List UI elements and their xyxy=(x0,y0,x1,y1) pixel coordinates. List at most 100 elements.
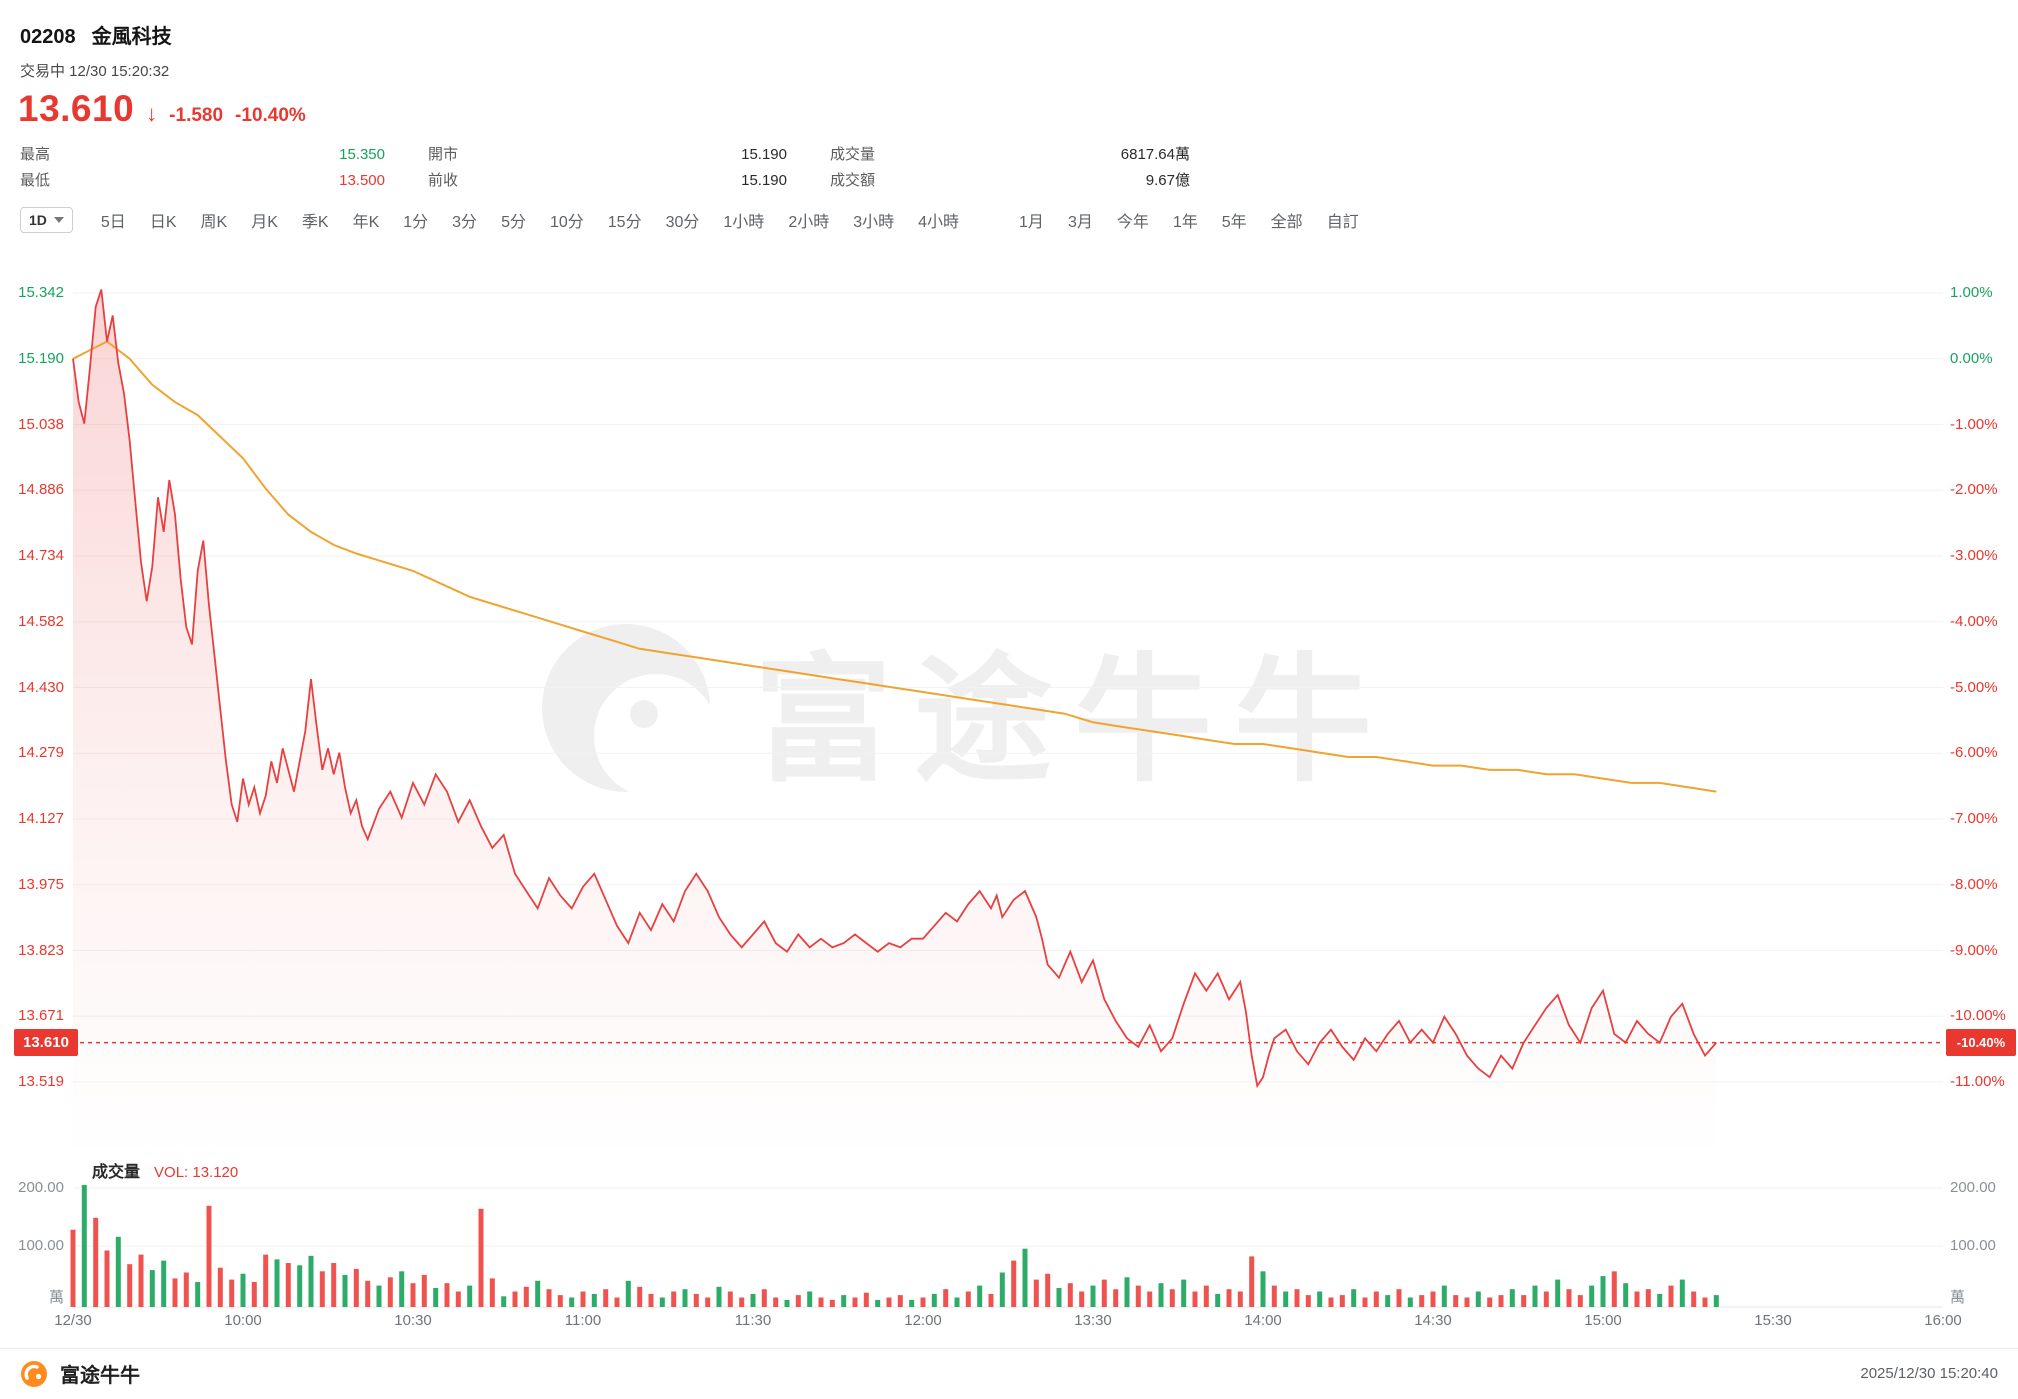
period-selector[interactable]: 1D xyxy=(20,207,73,233)
volume-axis-label: 100.00 xyxy=(18,1237,64,1254)
price-axis-label: 13.823 xyxy=(18,941,64,959)
percent-axis-label: -11.00% xyxy=(1950,1073,2005,1090)
percent-axis-label: -2.00% xyxy=(1950,481,1998,499)
quote-label: 成交額 xyxy=(830,172,876,189)
time-axis-label: 12/30 xyxy=(54,1312,92,1329)
volume-axis-label: 200.00 xyxy=(1950,1179,1996,1196)
tab-5年[interactable]: 5年 xyxy=(1221,214,1247,231)
tab-周K[interactable]: 周K xyxy=(200,214,228,231)
volume-axis-label: 200.00 xyxy=(18,1179,64,1196)
quote-group: 開市 15.190 前收 15.190 xyxy=(428,142,787,194)
quote-row-成交額: 成交額 9.67億 xyxy=(830,168,1190,194)
brand-name: 富途牛牛 xyxy=(60,1365,140,1387)
price-axis-label: 15.038 xyxy=(18,415,64,433)
tab-1年[interactable]: 1年 xyxy=(1172,214,1198,231)
volume-axis-label: 100.00 xyxy=(1950,1237,1996,1254)
time-axis-label: 15:00 xyxy=(1584,1312,1622,1329)
time-axis-label: 11:30 xyxy=(734,1312,772,1329)
tab-3分[interactable]: 3分 xyxy=(452,214,478,231)
price-axis-label: 13.519 xyxy=(18,1073,64,1090)
percent-axis-label: -6.00% xyxy=(1950,744,1998,762)
price-axis-label: 14.886 xyxy=(18,481,64,499)
quote-value: 15.350 xyxy=(339,146,385,163)
quote-row-最高: 最高 15.350 xyxy=(20,142,385,168)
footer-timestamp: 2025/12/30 15:20:40 xyxy=(1860,1365,1998,1382)
tab-3月[interactable]: 3月 xyxy=(1067,214,1093,231)
time-axis-label: 11:00 xyxy=(564,1312,602,1329)
price-axis-label: 14.127 xyxy=(18,810,64,827)
brand: 富途牛牛 xyxy=(20,1359,140,1388)
period-selector-value: 1D xyxy=(29,212,47,228)
price-axis-label: 13.975 xyxy=(18,875,64,893)
tab-30分[interactable]: 30分 xyxy=(665,214,700,231)
quote-row-成交量: 成交量 6817.64萬 xyxy=(830,142,1190,168)
quote-label: 最高 xyxy=(20,146,51,163)
volume-unit-label: 萬 xyxy=(48,1289,64,1306)
quote-group: 成交量 6817.64萬成交額 9.67億 xyxy=(830,142,1190,194)
quote-label: 成交量 xyxy=(830,146,876,163)
volume-unit-label: 萬 xyxy=(1950,1289,1966,1306)
price-axis-label: 15.190 xyxy=(18,349,64,367)
tab-自訂[interactable]: 自訂 xyxy=(1326,214,1359,231)
price-change-percent: -10.40% xyxy=(235,105,306,126)
stock-name: 金風科技 xyxy=(91,26,172,48)
tab-1小時[interactable]: 1小時 xyxy=(723,214,765,231)
period-tabs: 5日 日K 周K 月K 季K 年K 1分 3分 5分 10分 15分 30分 1小時 2小時 3小時 4小時 1… xyxy=(101,208,1383,232)
price-axis-label: 15.342 xyxy=(18,284,64,301)
quote-value: 13.500 xyxy=(339,172,385,189)
tab-3小時[interactable]: 3小時 xyxy=(853,214,895,231)
tab-1月[interactable]: 1月 xyxy=(1019,214,1044,231)
time-axis-label: 16:00 xyxy=(1924,1312,1962,1329)
quote-value: 9.67億 xyxy=(1145,172,1190,189)
tab-季K[interactable]: 季K xyxy=(301,214,329,231)
volume-value: VOL: 13.120 xyxy=(154,1164,239,1181)
tab-月K[interactable]: 月K xyxy=(251,214,278,231)
tab-15分[interactable]: 15分 xyxy=(607,214,642,231)
tab-年K[interactable]: 年K xyxy=(352,214,380,231)
price-row: 13.610 ↓ -1.580 -10.40% xyxy=(18,88,306,130)
percent-axis-label: -9.00% xyxy=(1950,941,1998,959)
tab-10分[interactable]: 10分 xyxy=(549,214,584,231)
quote-row-前收: 前收 15.190 xyxy=(428,168,787,194)
volume-panel-header: 成交量 VOL: 13.120 xyxy=(92,1158,238,1182)
price-axis-label: 13.671 xyxy=(18,1007,64,1025)
time-axis-label: 10:30 xyxy=(394,1312,432,1329)
last-price: 13.610 xyxy=(18,88,135,129)
percent-axis-label: -10.00% xyxy=(1950,1007,2006,1025)
percent-axis-label: -5.00% xyxy=(1950,678,1998,696)
percent-axis-label: -7.00% xyxy=(1950,810,1998,827)
time-axis-label: 10:00 xyxy=(224,1312,262,1329)
stock-title: 02208 金風科技 xyxy=(20,20,172,49)
price-axis-label: 14.430 xyxy=(18,678,64,696)
quote-row-開市: 開市 15.190 xyxy=(428,142,787,168)
quote-value: 15.190 xyxy=(741,146,787,163)
period-toolbar: 1D 5日 日K 周K 月K 季K 年K 1分 3分 5分 10分 15分 30分 1小時 2小時 3小時 4… xyxy=(20,202,1383,238)
time-axis-label: 13:30 xyxy=(1074,1312,1112,1329)
percent-axis-label: 1.00% xyxy=(1950,284,1993,301)
quote-row-最低: 最低 13.500 xyxy=(20,168,385,194)
quote-group: 最高 15.350 最低 13.500 xyxy=(20,142,385,194)
percent-axis-label: -8.00% xyxy=(1950,875,1998,893)
tab-2小時[interactable]: 2小時 xyxy=(788,214,830,231)
time-axis-label: 15:30 xyxy=(1754,1312,1792,1329)
tab-1分[interactable]: 1分 xyxy=(403,214,429,231)
tab-4小時[interactable]: 4小時 xyxy=(918,214,960,231)
tab-5日[interactable]: 5日 xyxy=(100,214,126,231)
tab-5分[interactable]: 5分 xyxy=(501,214,526,231)
time-axis-label: 14:30 xyxy=(1414,1312,1452,1329)
price-down-arrow-icon: ↓ xyxy=(146,101,158,126)
price-axis-label: 14.582 xyxy=(18,612,64,630)
footer: 富途牛牛 2025/12/30 15:20:40 xyxy=(0,1348,2018,1398)
trading-status: 交易中 12/30 15:20:32 xyxy=(20,63,170,80)
tab-日K[interactable]: 日K xyxy=(149,214,177,231)
current-percent-badge: -10.40% xyxy=(1946,1029,2016,1057)
percent-axis-label: 0.00% xyxy=(1950,349,1993,367)
futu-logo-icon xyxy=(21,1360,47,1387)
price-change: -1.580 xyxy=(169,105,224,126)
time-axis-label: 14:00 xyxy=(1244,1312,1282,1329)
percent-axis-label: -3.00% xyxy=(1950,547,1998,564)
tab-全部[interactable]: 全部 xyxy=(1270,214,1303,231)
tab-今年[interactable]: 今年 xyxy=(1116,214,1149,231)
